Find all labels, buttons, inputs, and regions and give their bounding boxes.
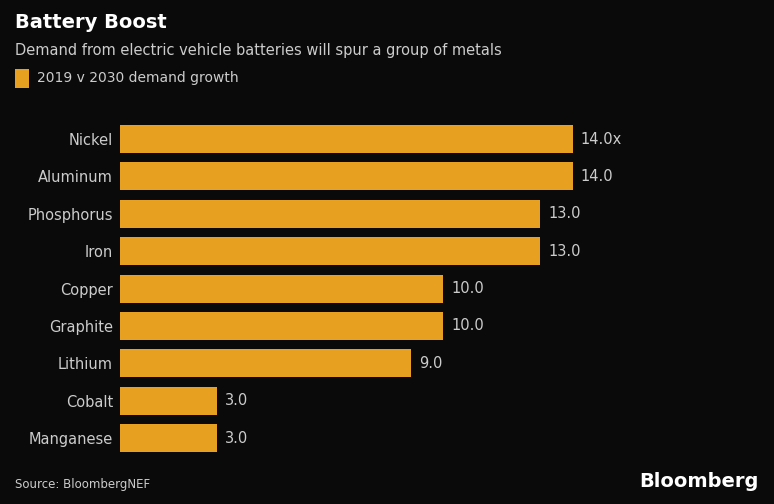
Text: Battery Boost: Battery Boost: [15, 13, 167, 32]
Bar: [120, 387, 217, 415]
Text: Bloomberg: Bloomberg: [639, 472, 759, 491]
Text: Source: BloombergNEF: Source: BloombergNEF: [15, 478, 151, 491]
Bar: [120, 125, 573, 153]
Bar: [120, 349, 411, 377]
Bar: [120, 162, 573, 191]
Text: 14.0x: 14.0x: [580, 132, 622, 147]
Bar: [120, 424, 217, 452]
Bar: [120, 200, 540, 228]
Text: 2019 v 2030 demand growth: 2019 v 2030 demand growth: [37, 71, 238, 85]
Text: 3.0: 3.0: [225, 430, 248, 446]
Text: 3.0: 3.0: [225, 393, 248, 408]
Text: 13.0: 13.0: [548, 206, 580, 221]
Text: 13.0: 13.0: [548, 243, 580, 259]
Bar: [120, 312, 444, 340]
Bar: [120, 237, 540, 265]
Bar: [120, 275, 444, 302]
Text: 10.0: 10.0: [451, 281, 484, 296]
Text: Demand from electric vehicle batteries will spur a group of metals: Demand from electric vehicle batteries w…: [15, 43, 502, 58]
Text: 9.0: 9.0: [419, 356, 443, 371]
Text: 10.0: 10.0: [451, 319, 484, 334]
Text: 14.0: 14.0: [580, 169, 613, 184]
